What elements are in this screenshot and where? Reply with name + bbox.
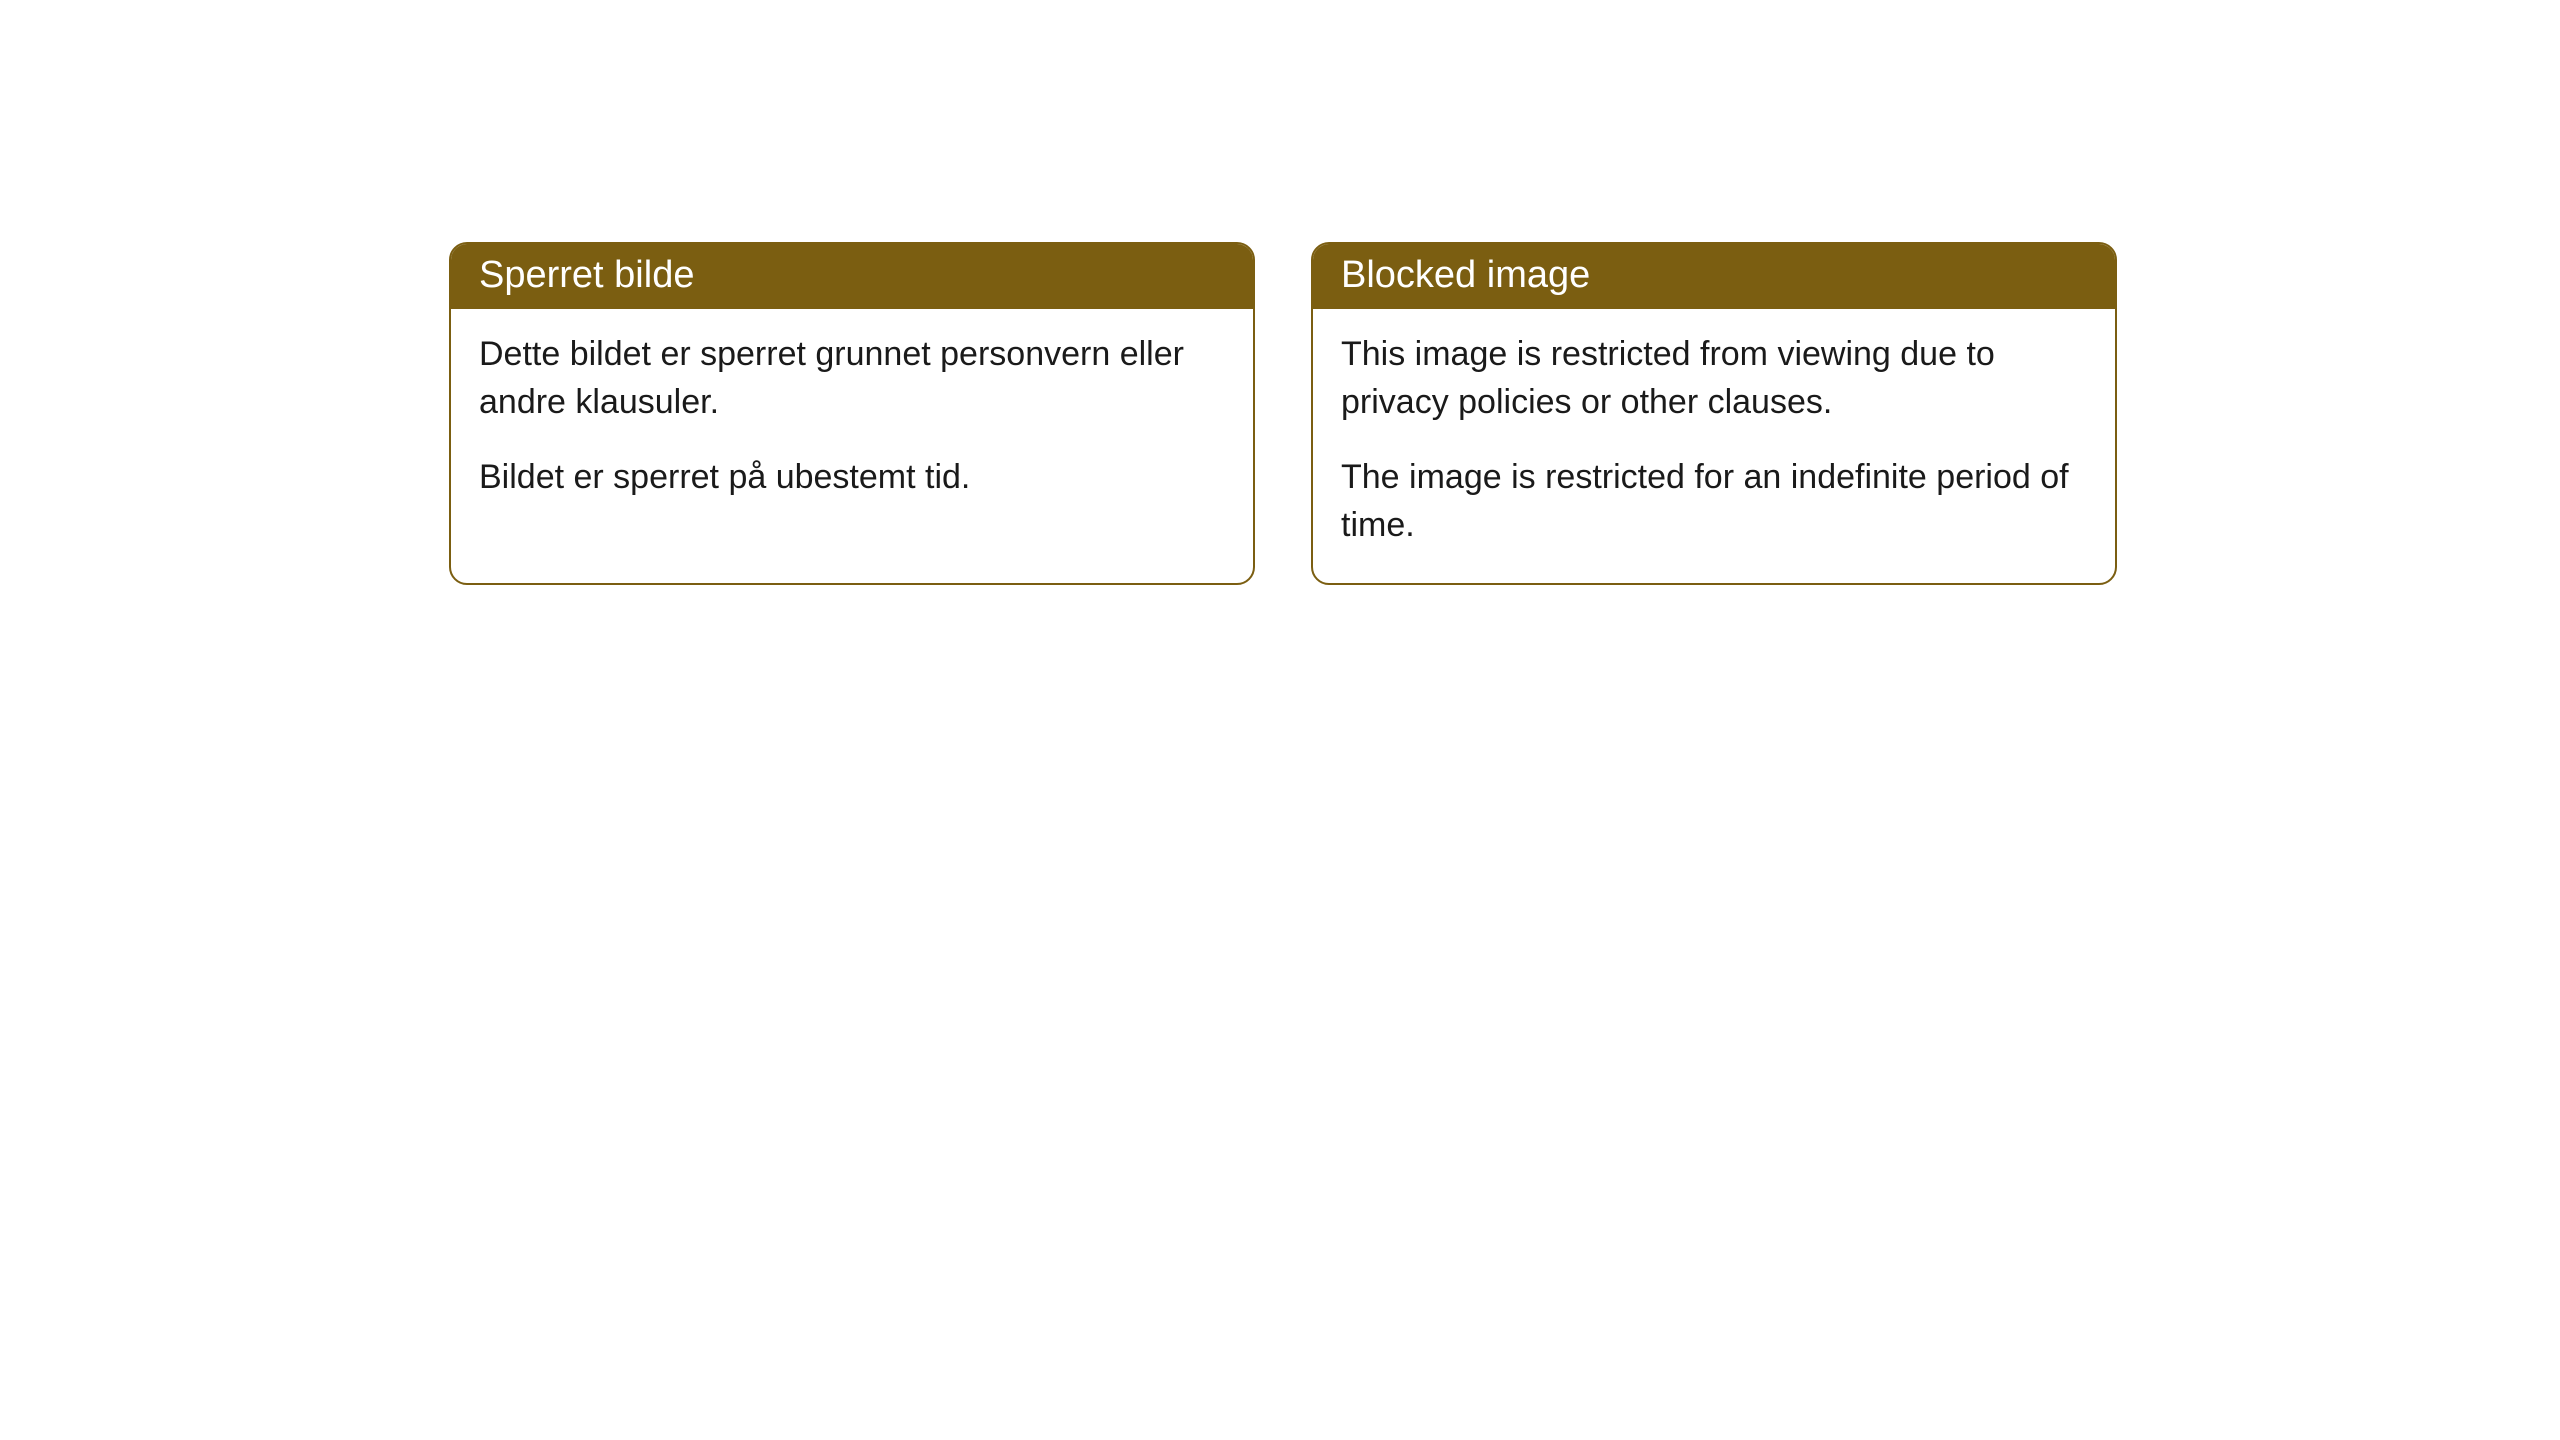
- card-body: This image is restricted from viewing du…: [1313, 309, 2115, 583]
- card-paragraph: This image is restricted from viewing du…: [1341, 331, 2087, 426]
- card-title: Blocked image: [1313, 244, 2115, 309]
- card-body: Dette bildet er sperret grunnet personve…: [451, 309, 1253, 536]
- card-title: Sperret bilde: [451, 244, 1253, 309]
- notice-card-norwegian: Sperret bilde Dette bildet er sperret gr…: [449, 242, 1255, 585]
- card-paragraph: Dette bildet er sperret grunnet personve…: [479, 331, 1225, 426]
- notice-container: Sperret bilde Dette bildet er sperret gr…: [0, 0, 2560, 585]
- notice-card-english: Blocked image This image is restricted f…: [1311, 242, 2117, 585]
- card-paragraph: The image is restricted for an indefinit…: [1341, 454, 2087, 549]
- card-paragraph: Bildet er sperret på ubestemt tid.: [479, 454, 1225, 502]
